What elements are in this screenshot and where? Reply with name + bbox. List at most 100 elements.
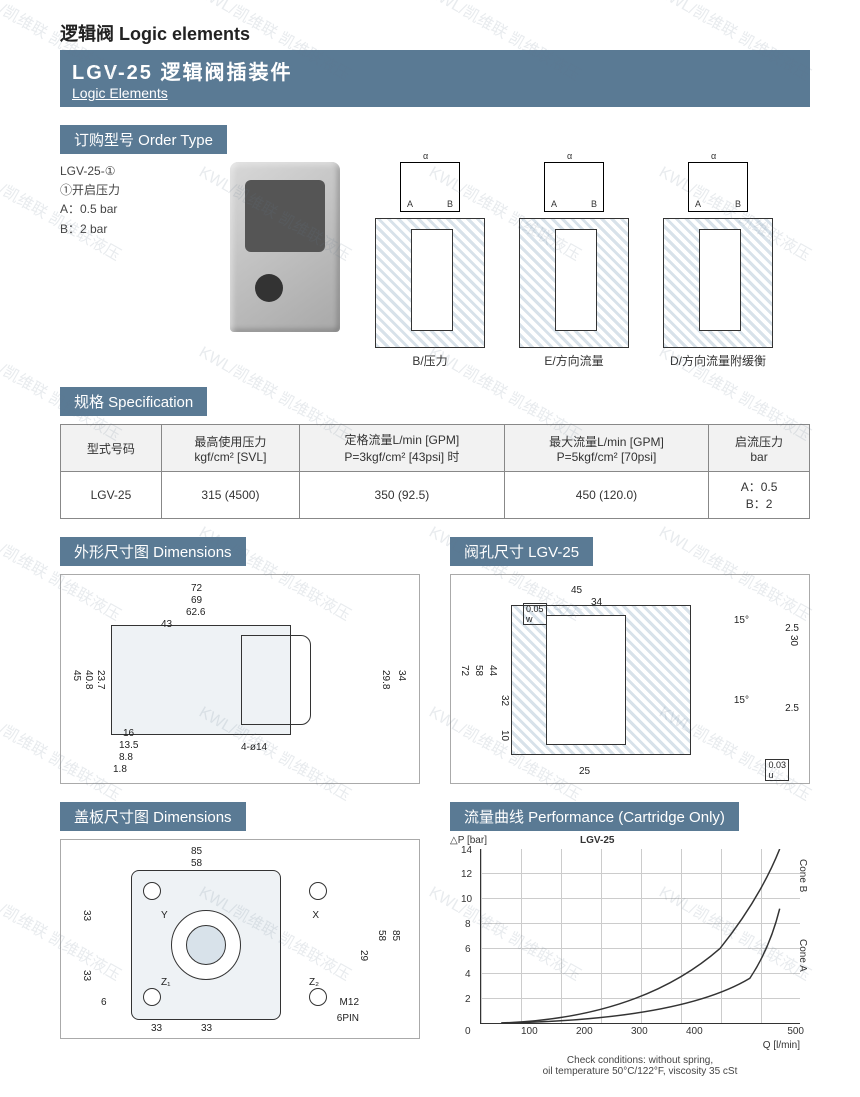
dim-p58: 58 [191,858,202,869]
xtick-400: 400 [686,1026,703,1037]
dim-holes: 4-ø14 [241,742,267,753]
x-axis-label: Q [l/min] [480,1040,800,1051]
dim-p85: 85 [191,846,202,857]
order-heading: 订购型号 Order Type [60,125,227,154]
title-bar: LGV-25 逻辑阀插装件 Logic Elements [60,50,810,107]
outline-heading: 外形尺寸图 Dimensions [60,537,246,566]
dim-r30: 30 [788,635,799,646]
dim-626: 62.6 [186,607,205,618]
dim-135: 13.5 [119,740,138,751]
series-coneb: Cone B [797,859,808,892]
dim-45: 45 [71,670,82,681]
spec-data-row: LGV-25 315 (4500) 350 (92.5) 450 (120.0)… [61,472,810,519]
dim-43: 43 [161,619,172,630]
order-option-a: A：0.5 bar [60,200,200,219]
xtick-200: 200 [576,1026,593,1037]
dim-298: 29.8 [380,670,391,689]
cell-cracking: A：0.5 B：2 [709,472,810,519]
dim-m12: M12 [340,997,359,1008]
dim-c10: 10 [499,730,510,741]
cavity-heading: 阀孔尺寸 LGV-25 [450,537,593,566]
product-title: LGV-25 逻辑阀插装件 [72,56,798,85]
col-cracking: 启流压力 bar [709,425,810,472]
order-text: LGV-25-① ①开启压力 A：0.5 bar B：2 bar [60,162,200,239]
cell-model: LGV-25 [61,472,162,519]
dim-34: 34 [396,670,407,681]
dim-p33c: 33 [151,1023,162,1034]
cross-section-d: α A B D/方向流量附缓衡 [658,162,778,369]
xtick-300: 300 [631,1026,648,1037]
chart-curves [481,849,800,1023]
cross-section-e: α A B E/方向流量 [514,162,634,369]
dim-angle2: 15° [734,695,749,706]
xtick-0: 0 [465,1026,471,1037]
section-body-e [519,218,629,348]
datasheet-page: 逻辑阀 Logic elements LGV-25 逻辑阀插装件 Logic E… [0,0,860,1097]
dim-c72: 72 [459,665,470,676]
xtick-100: 100 [521,1026,538,1037]
port-alpha: α [423,151,428,161]
port-a: A [695,199,701,209]
dim-c32: 32 [499,695,510,706]
dim-p29: 29 [358,950,369,961]
dim-16: 16 [123,728,134,739]
dim-p33d: 33 [201,1023,212,1034]
dim-r25b: 2.5 [785,703,799,714]
section-label-e: E/方向流量 [514,352,634,369]
spec-heading: 规格 Specification [60,387,207,416]
cavity-col: 阀孔尺寸 LGV-25 45 34 0.05w 15° 15° 72 58 44… [450,519,810,784]
section-body-b [375,218,485,348]
spec-header-row: 型式号码 最高使用压力 kgf/cm² [SVL] 定格流量L/min [GPM… [61,425,810,472]
bottom-row: 盖板尺寸图 Dimensions 85 58 85 58 33 33 29 33… [60,784,810,1077]
product-photo [230,162,340,332]
dim-c34: 34 [591,597,602,608]
section-body-d [663,218,773,348]
order-option-b: B：2 bar [60,220,200,239]
outline-diagram: 72 69 62.6 43 45 40.8 23.7 29.8 34 1.8 8… [60,574,420,784]
dim-tol1: 0.05w [523,603,547,625]
order-model: LGV-25-① [60,162,200,181]
performance-heading: 流量曲线 Performance (Cartridge Only) [450,802,739,831]
dim-c44: 44 [487,665,498,676]
symbol-e: α A B [544,162,604,212]
ytick-8: 8 [465,919,471,930]
dim-69: 69 [191,595,202,606]
cell-maxflow: 450 (120.0) [504,472,708,519]
dim-18: 1.8 [113,764,127,775]
dimension-row: 外形尺寸图 Dimensions 72 69 62.6 43 45 40.8 2… [60,519,810,784]
port-alpha: α [567,151,572,161]
category-title: 逻辑阀 Logic elements [60,20,810,46]
chart-title: LGV-25 [580,835,614,846]
col-model: 型式号码 [61,425,162,472]
section-label-b: B/压力 [370,352,490,369]
dim-p85v: 85 [390,930,401,941]
col-maxflow: 最大流量L/min [GPM] P=5kgf/cm² [70psi] [504,425,708,472]
performance-chart: Cone B Cone A 14 12 10 8 6 4 2 0 100 200… [480,849,800,1024]
dim-r25a: 2.5 [785,623,799,634]
dim-p33a: 33 [81,910,92,921]
section-label-d: D/方向流量附缓衡 [658,352,778,369]
performance-col: 流量曲线 Performance (Cartridge Only) △P [ba… [450,784,810,1077]
xtick-500: 500 [787,1026,804,1037]
dim-tol2: 0.03u [765,759,789,781]
symbol-d: α A B [688,162,748,212]
cell-maxpressure: 315 (4500) [161,472,299,519]
port-b: B [735,199,741,209]
plate-diagram: 85 58 85 58 33 33 29 33 33 M12 6PIN 6 Y … [60,839,420,1039]
cell-ratedflow: 350 (92.5) [299,472,504,519]
ytick-12: 12 [461,869,472,880]
dim-p58v: 58 [376,930,387,941]
ytick-10: 10 [461,894,472,905]
dim-c58: 58 [473,665,484,676]
ytick-4: 4 [465,969,471,980]
col-maxpressure: 最高使用压力 kgf/cm² [SVL] [161,425,299,472]
dim-6pin: 6PIN [337,1013,359,1024]
outline-col: 外形尺寸图 Dimensions 72 69 62.6 43 45 40.8 2… [60,519,420,784]
dim-237: 23.7 [95,670,106,689]
plate-col: 盖板尺寸图 Dimensions 85 58 85 58 33 33 29 33… [60,784,420,1077]
dim-88: 8.8 [119,752,133,763]
spec-table: 型式号码 最高使用压力 kgf/cm² [SVL] 定格流量L/min [GPM… [60,424,810,519]
cavity-diagram: 45 34 0.05w 15° 15° 72 58 44 32 10 2.5 3… [450,574,810,784]
label-y: Y [161,910,168,921]
col-ratedflow: 定格流量L/min [GPM] P=3kgf/cm² [43psi] 时 [299,425,504,472]
